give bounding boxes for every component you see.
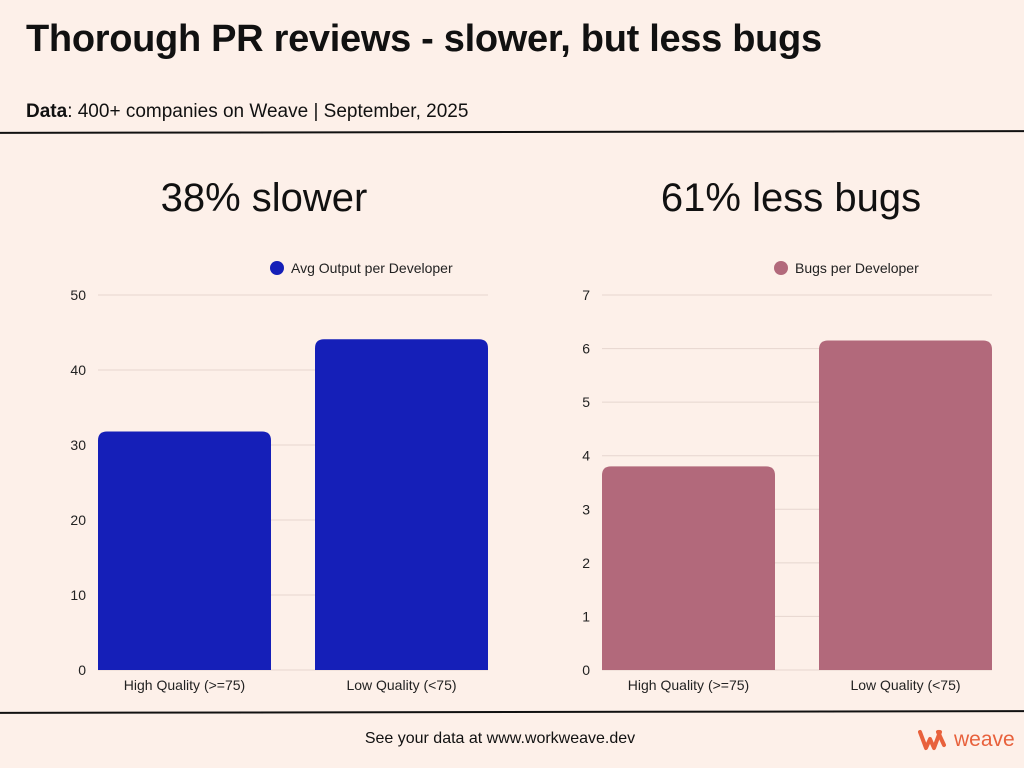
legend-swatch (270, 261, 284, 275)
y-tick-label: 50 (70, 287, 86, 303)
right-panel-heading: 61% less bugs (660, 176, 922, 220)
x-tick-label: High Quality (>=75) (628, 677, 749, 693)
y-tick-label: 20 (70, 512, 86, 528)
y-tick-label: 3 (582, 501, 590, 517)
bar-low-quality (819, 340, 992, 670)
page-title: Thorough PR reviews - slower, but less b… (26, 18, 822, 60)
y-tick-label: 40 (70, 362, 86, 378)
y-tick-label: 10 (70, 587, 86, 603)
y-tick-label: 1 (582, 608, 590, 624)
left-panel-heading: 38% slower (160, 176, 368, 220)
top-divider (0, 130, 1024, 134)
chart-legend: Avg Output per Developer (270, 260, 453, 276)
weave-logo-icon (918, 730, 946, 750)
legend-label: Bugs per Developer (795, 260, 919, 276)
y-tick-label: 0 (582, 662, 590, 678)
legend-swatch (774, 261, 788, 275)
bar-high-quality (98, 431, 271, 670)
bottom-divider (0, 710, 1024, 714)
weave-logo-text: weave (954, 728, 1015, 751)
data-source-text: : 400+ companies on Weave | September, 2… (67, 101, 469, 122)
bugs-chart: Bugs per Developer 0 1 2 3 4 5 6 7 High Quality (… (582, 260, 992, 693)
x-tick-label: High Quality (>=75) (124, 677, 245, 693)
y-tick-label: 6 (582, 341, 590, 357)
bar-low-quality (315, 339, 488, 670)
y-tick-label: 4 (582, 448, 590, 464)
y-tick-label: 0 (78, 662, 86, 678)
y-tick-label: 5 (582, 394, 590, 410)
data-source-line: Data: 400+ companies on Weave | Septembe… (26, 101, 468, 123)
legend-label: Avg Output per Developer (291, 260, 453, 276)
chart-legend: Bugs per Developer (774, 260, 919, 276)
bar-high-quality (602, 466, 775, 670)
x-tick-label: Low Quality (<75) (346, 677, 456, 693)
output-chart: Avg Output per Developer 0 10 20 30 40 50 High … (70, 260, 488, 693)
y-tick-label: 7 (582, 287, 590, 303)
y-tick-label: 30 (70, 437, 86, 453)
footer-text: See your data at www.workweave.dev (364, 730, 636, 747)
x-tick-label: Low Quality (<75) (850, 677, 960, 693)
data-label: Data (26, 101, 68, 122)
y-tick-label: 2 (582, 555, 590, 571)
weave-logo: weave (918, 728, 1015, 752)
